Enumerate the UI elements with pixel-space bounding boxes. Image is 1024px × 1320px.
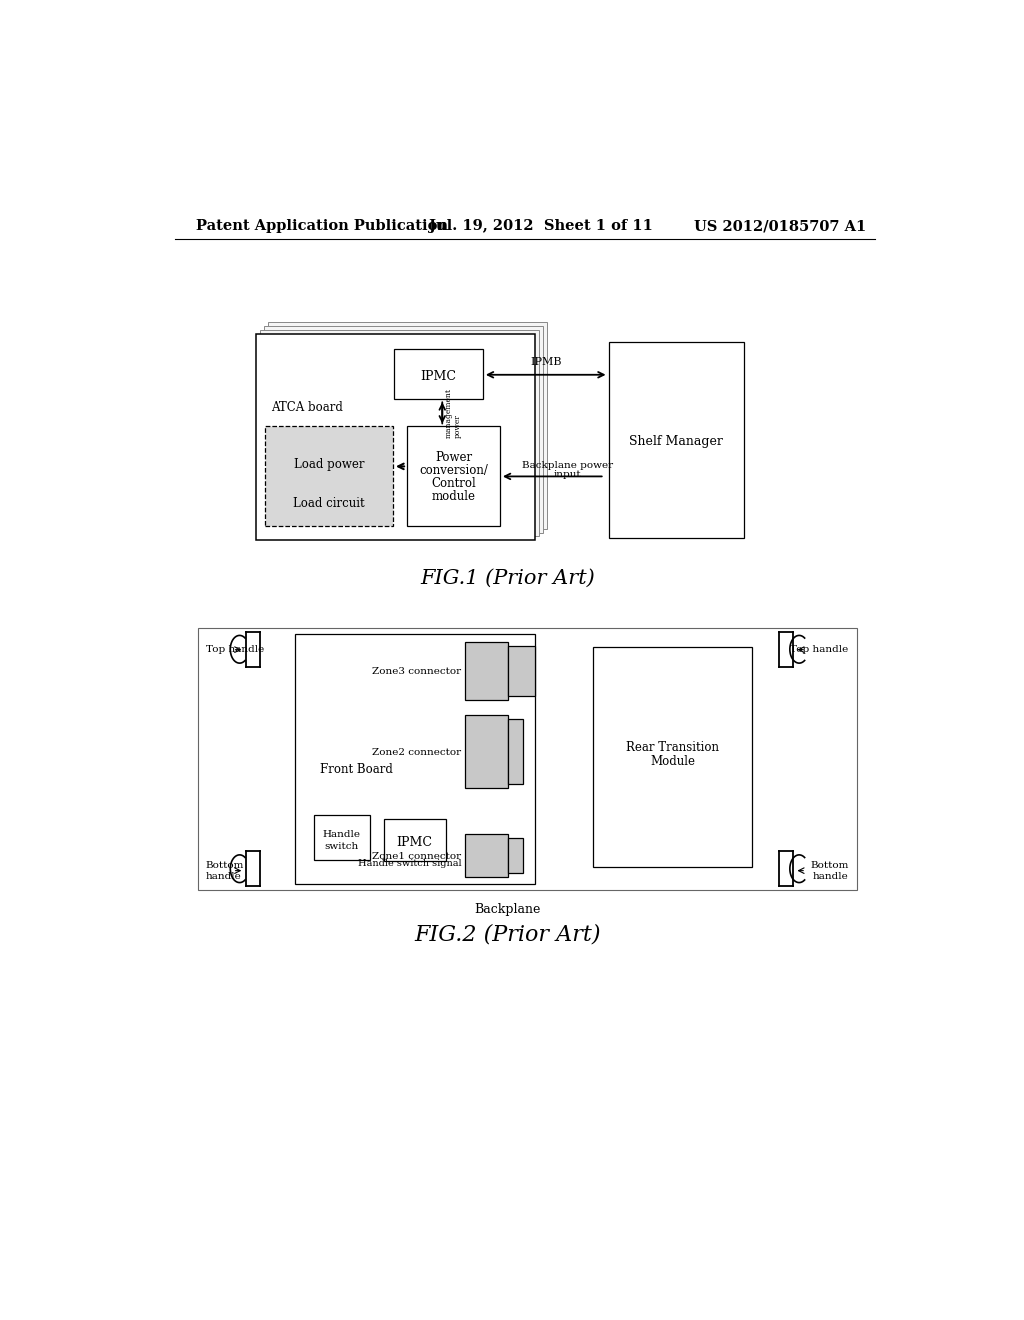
Bar: [465, 642, 508, 700]
Text: handle: handle: [813, 873, 849, 882]
Bar: [260, 330, 539, 536]
Text: Power: Power: [435, 450, 472, 463]
Text: Zone2 connector: Zone2 connector: [372, 747, 461, 756]
Text: switch: switch: [325, 842, 359, 850]
Text: ATCA board: ATCA board: [271, 400, 343, 413]
Bar: [295, 635, 535, 884]
Text: module: module: [431, 490, 475, 503]
Text: Load power: Load power: [294, 458, 365, 471]
Bar: [384, 818, 445, 862]
Text: Module: Module: [650, 755, 695, 768]
Text: Patent Application Publication: Patent Application Publication: [197, 219, 449, 234]
Text: Handle: Handle: [323, 830, 360, 840]
Text: Control: Control: [431, 477, 476, 490]
Bar: [265, 426, 393, 527]
Bar: [267, 322, 547, 529]
Text: Top handle: Top handle: [791, 645, 849, 655]
Bar: [508, 719, 523, 784]
Text: conversion/: conversion/: [419, 463, 488, 477]
Bar: [465, 715, 508, 788]
Text: handle: handle: [206, 873, 242, 882]
Bar: [407, 426, 500, 527]
Text: FIG.2 (Prior Art): FIG.2 (Prior Art): [415, 923, 601, 945]
Text: Load circuit: Load circuit: [293, 496, 365, 510]
Text: IPMC: IPMC: [396, 836, 433, 849]
Text: Front Board: Front Board: [321, 763, 393, 776]
Bar: [256, 334, 535, 540]
Bar: [314, 816, 370, 859]
Text: IPMC: IPMC: [421, 370, 457, 383]
Text: Jul. 19, 2012  Sheet 1 of 11: Jul. 19, 2012 Sheet 1 of 11: [429, 219, 652, 234]
Bar: [198, 628, 856, 890]
Bar: [508, 645, 535, 696]
Text: Rear Transition: Rear Transition: [626, 741, 719, 754]
Text: Shelf Manager: Shelf Manager: [630, 436, 723, 449]
Bar: [508, 838, 523, 873]
Text: US 2012/0185707 A1: US 2012/0185707 A1: [693, 219, 866, 234]
Bar: [465, 834, 508, 876]
Text: Bottom: Bottom: [810, 861, 849, 870]
Text: Top handle: Top handle: [206, 645, 264, 655]
Text: Handle switch signal: Handle switch signal: [357, 859, 461, 869]
Text: IPMB: IPMB: [530, 358, 561, 367]
Text: Zone1 connector: Zone1 connector: [372, 851, 461, 861]
Text: management
power: management power: [444, 388, 462, 438]
Text: Bottom: Bottom: [206, 861, 244, 870]
Bar: [593, 647, 752, 867]
Bar: [263, 326, 543, 533]
Text: input: input: [554, 470, 582, 479]
Text: FIG.1 (Prior Art): FIG.1 (Prior Art): [421, 569, 595, 587]
Text: Backplane: Backplane: [474, 903, 541, 916]
Text: Backplane power: Backplane power: [522, 461, 613, 470]
Bar: [608, 342, 744, 539]
Text: Zone3 connector: Zone3 connector: [372, 667, 461, 676]
Bar: [394, 350, 483, 400]
